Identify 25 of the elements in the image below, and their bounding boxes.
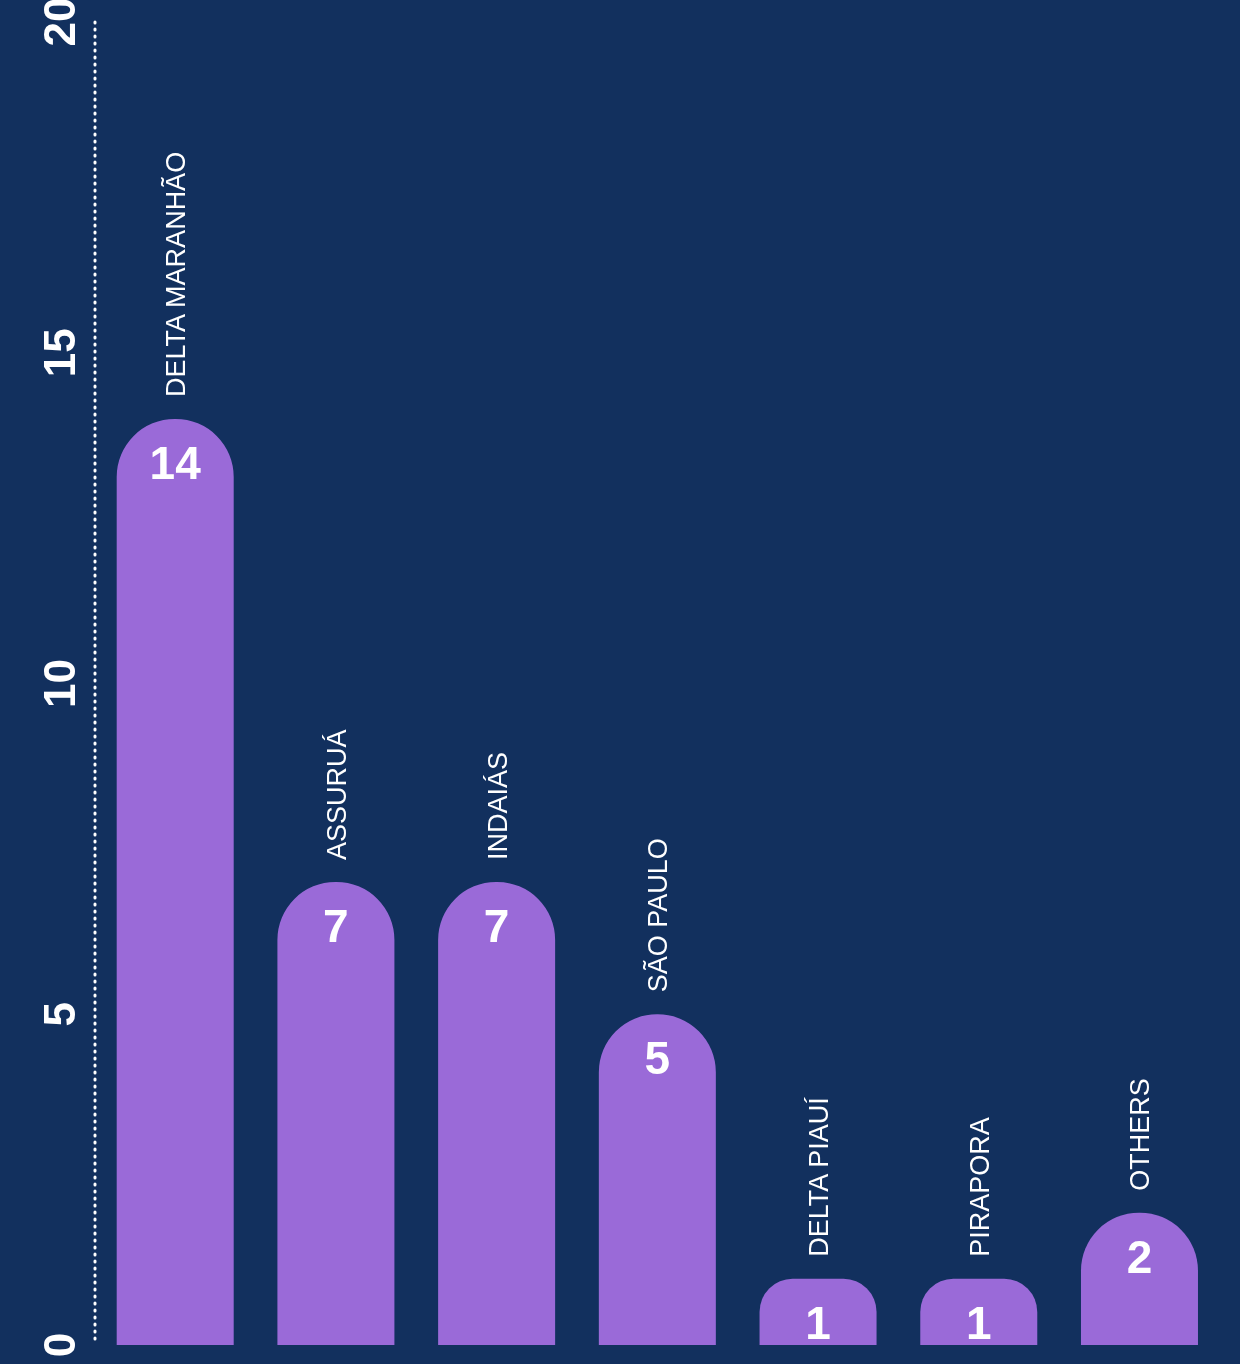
bar <box>438 881 556 1345</box>
y-tick-label: 5 <box>34 1002 84 1027</box>
bar <box>598 1014 716 1345</box>
y-tick-label: 0 <box>34 1332 84 1358</box>
data-label: 7 <box>323 899 349 952</box>
x-tick-label: DELTA PIAUÍ <box>804 1096 835 1257</box>
data-label: 1 <box>965 1296 992 1349</box>
data-label: 7 <box>483 899 510 952</box>
data-label: 5 <box>644 1032 671 1085</box>
data-label: 1 <box>805 1296 831 1349</box>
data-label: 2 <box>1126 1230 1153 1283</box>
x-tick-label: OTHERS <box>1125 1078 1156 1191</box>
x-tick-label: SÃO PAULO <box>642 838 674 993</box>
y-tick-label: 15 <box>34 328 84 378</box>
y-tick-label: 20 <box>34 0 84 47</box>
bar <box>759 1278 877 1345</box>
data-label: 14 <box>149 436 202 489</box>
bar <box>116 418 234 1345</box>
y-tick-label: 10 <box>34 659 84 708</box>
x-tick-label: DELTA MARANHÃO <box>160 151 192 397</box>
bar <box>277 881 395 1345</box>
x-tick-label: INDAIÁS <box>482 751 513 860</box>
x-tick-label: ASSURUÁ <box>321 729 352 860</box>
x-tick-label: PIRAPORA <box>964 1117 995 1257</box>
bar <box>920 1278 1038 1345</box>
